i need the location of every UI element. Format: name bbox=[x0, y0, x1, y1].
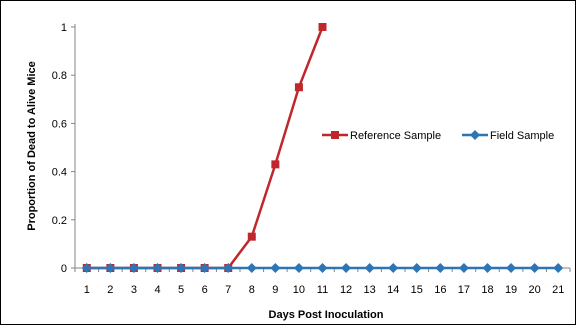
x-tick-label: 10 bbox=[293, 284, 305, 296]
data-point bbox=[506, 263, 517, 273]
y-tick-label: 1 bbox=[61, 22, 67, 34]
data-point bbox=[294, 83, 303, 92]
x-tick-label: 13 bbox=[364, 284, 376, 296]
legend-label: Field Sample bbox=[490, 130, 554, 142]
data-point bbox=[388, 263, 399, 273]
data-point bbox=[105, 263, 116, 273]
x-tick-label: 20 bbox=[529, 284, 541, 296]
x-tick-label: 11 bbox=[317, 284, 328, 296]
series-reference-sample bbox=[82, 23, 327, 272]
x-tick-labels: 1 2 3 4 5 6 7 8 9 10 11 12 13 14 15 16 17 18 19 20 21 bbox=[84, 284, 565, 296]
data-point bbox=[341, 263, 352, 273]
data-point bbox=[318, 23, 327, 31]
data-point bbox=[270, 263, 281, 273]
legend-label: Reference Sample bbox=[350, 130, 441, 142]
series-line bbox=[86, 26, 324, 270]
x-tick-label: 8 bbox=[249, 284, 255, 296]
data-point bbox=[435, 263, 446, 273]
data-point bbox=[223, 263, 234, 273]
data-point bbox=[317, 263, 328, 273]
data-point bbox=[458, 263, 469, 273]
chart-legend: Reference Sample Field Sample bbox=[322, 130, 554, 142]
x-tick-label: 15 bbox=[411, 284, 423, 296]
data-point bbox=[293, 263, 304, 273]
x-tick-label: 1 bbox=[84, 284, 90, 296]
data-point bbox=[246, 263, 257, 273]
data-point bbox=[152, 263, 163, 273]
y-tick-label: 0.4 bbox=[52, 167, 67, 179]
data-point bbox=[411, 263, 422, 273]
data-point bbox=[529, 263, 540, 273]
x-tick-label: 16 bbox=[434, 284, 446, 296]
x-tick-label: 6 bbox=[202, 284, 208, 296]
x-tick-label: 21 bbox=[552, 284, 564, 296]
y-tick-label: 0.8 bbox=[52, 70, 67, 82]
x-tick-label: 9 bbox=[272, 284, 278, 296]
data-point bbox=[247, 232, 256, 241]
y-axis-title: Proportion of Dead to Alive Mice bbox=[26, 61, 38, 231]
x-tick-label: 12 bbox=[340, 284, 352, 296]
legend-marker bbox=[470, 130, 480, 140]
x-tick-label: 14 bbox=[387, 284, 399, 296]
chart-axes bbox=[71, 24, 571, 272]
y-tick-label: 0.2 bbox=[52, 215, 67, 227]
x-tick-label: 3 bbox=[131, 284, 137, 296]
data-point bbox=[81, 263, 92, 273]
data-point bbox=[271, 160, 280, 169]
x-tick-label: 2 bbox=[107, 284, 113, 296]
data-point bbox=[128, 263, 139, 273]
x-tick-label: 4 bbox=[154, 284, 160, 296]
data-point bbox=[364, 263, 375, 273]
y-tick-label: 0 bbox=[61, 263, 67, 275]
y-tick-label: 0.6 bbox=[52, 118, 67, 130]
x-tick-label: 7 bbox=[225, 284, 231, 296]
x-axis-title: Days Post Inoculation bbox=[269, 309, 384, 321]
x-tick-label: 17 bbox=[458, 284, 470, 296]
data-point bbox=[553, 263, 564, 273]
x-tick-label: 19 bbox=[505, 284, 517, 296]
x-tick-label: 5 bbox=[178, 284, 184, 296]
series-field-sample bbox=[81, 263, 564, 273]
y-tick-labels: 0 0.2 0.4 0.6 0.8 1 bbox=[52, 22, 67, 275]
legend-marker bbox=[331, 131, 339, 139]
data-point bbox=[482, 263, 493, 273]
data-point bbox=[176, 263, 187, 273]
x-tick-label: 18 bbox=[481, 284, 493, 296]
chart-series bbox=[81, 23, 564, 273]
data-point bbox=[199, 263, 210, 273]
